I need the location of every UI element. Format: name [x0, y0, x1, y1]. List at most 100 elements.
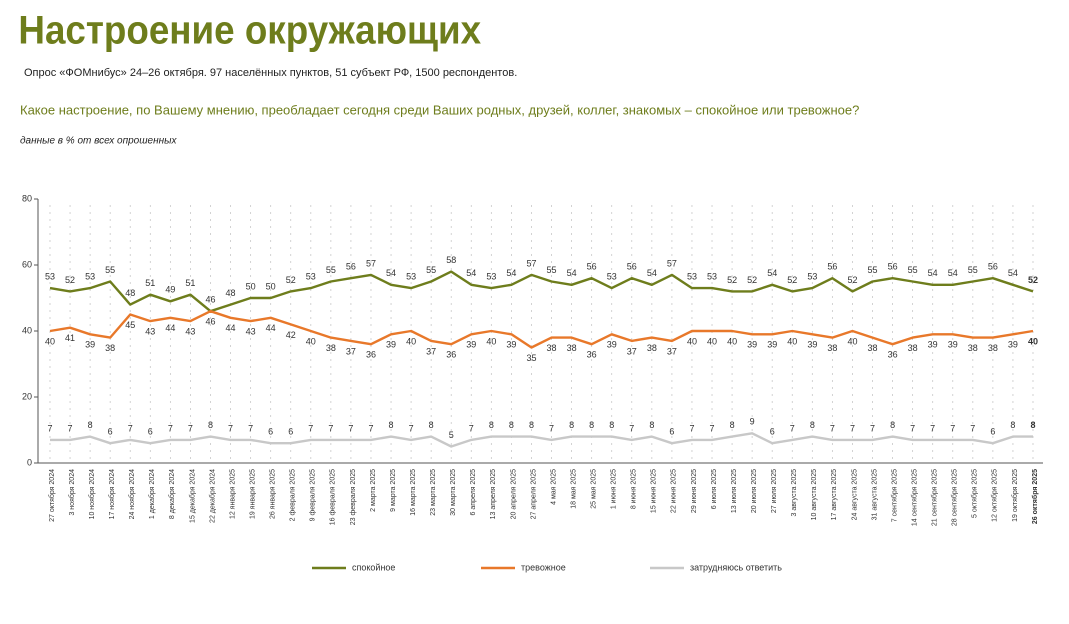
data-label: 7 — [348, 423, 353, 433]
data-label: 48 — [226, 288, 236, 298]
data-label: 36 — [366, 350, 376, 360]
x-tick-label: 7 сентября 2025 — [890, 469, 898, 522]
data-label: 38 — [908, 343, 918, 353]
data-label: 40 — [847, 336, 857, 346]
data-label: 8 — [208, 420, 213, 430]
x-tick-label: 20 апреля 2025 — [510, 469, 517, 519]
data-label: 53 — [807, 271, 817, 281]
data-label: 41 — [65, 333, 75, 343]
data-label: 39 — [807, 340, 817, 350]
data-label: 39 — [506, 340, 516, 350]
data-label: 38 — [988, 343, 998, 353]
data-label: 38 — [968, 343, 978, 353]
data-label: 57 — [366, 258, 376, 268]
data-label: 8 — [890, 420, 895, 430]
x-tick-label: 28 сентября 2025 — [951, 469, 959, 526]
data-label: 40 — [687, 336, 697, 346]
data-label: 39 — [607, 340, 617, 350]
data-label: 56 — [346, 262, 356, 272]
x-tick-label: 8 июня 2025 — [631, 469, 638, 509]
data-label: 8 — [649, 420, 654, 430]
data-label: 56 — [587, 262, 597, 272]
data-label: 40 — [707, 336, 717, 346]
y-tick-label: 40 — [22, 325, 32, 335]
x-tick-label: 2 марта 2025 — [370, 469, 377, 512]
x-tick-label: 3 августа 2025 — [791, 469, 798, 517]
x-tick-label: 15 декабря 2024 — [188, 469, 196, 523]
data-label: 7 — [409, 423, 414, 433]
x-tick-label: 12 января 2025 — [229, 469, 236, 519]
data-label: 52 — [787, 275, 797, 285]
data-label: 55 — [426, 265, 436, 275]
data-label: 53 — [707, 271, 717, 281]
x-tick-label: 13 апреля 2025 — [490, 469, 497, 519]
data-label: 52 — [65, 275, 75, 285]
series-line — [50, 432, 1033, 448]
data-label: 8 — [569, 420, 574, 430]
data-label: 38 — [547, 343, 557, 353]
data-label: 54 — [506, 268, 516, 278]
x-tick-label: 16 февраля 2025 — [330, 469, 337, 525]
x-tick-label: 10 ноября 2024 — [88, 469, 96, 520]
x-tick-label: 16 марта 2025 — [410, 469, 417, 516]
data-label: 7 — [549, 423, 554, 433]
data-label: 38 — [567, 343, 577, 353]
x-tick-label: 24 ноября 2024 — [128, 469, 136, 520]
data-label: 44 — [266, 323, 276, 333]
data-label: 38 — [326, 343, 336, 353]
data-label: 54 — [1008, 268, 1018, 278]
data-label: 7 — [328, 423, 333, 433]
data-label: 37 — [346, 346, 356, 356]
x-tick-label: 13 июля 2025 — [731, 469, 738, 513]
data-label: 7 — [68, 423, 73, 433]
data-label: 40 — [787, 336, 797, 346]
data-label: 56 — [827, 262, 837, 272]
data-label: 52 — [286, 275, 296, 285]
data-label: 36 — [587, 350, 597, 360]
data-label: 6 — [148, 427, 153, 437]
data-label: 55 — [326, 265, 336, 275]
x-tick-label: 9 марта 2025 — [390, 469, 397, 512]
data-label: 57 — [526, 258, 536, 268]
data-label: 7 — [970, 423, 975, 433]
data-label: 38 — [827, 343, 837, 353]
y-tick-label: 20 — [22, 391, 32, 401]
data-label: 57 — [667, 258, 677, 268]
data-label: 43 — [246, 326, 256, 336]
data-label: 36 — [446, 350, 456, 360]
data-label: 7 — [47, 423, 52, 433]
data-label: 53 — [85, 271, 95, 281]
data-label: 7 — [930, 423, 935, 433]
data-label: 52 — [847, 275, 857, 285]
x-tick-label: 14 сентября 2025 — [910, 469, 918, 526]
data-label: 8 — [489, 420, 494, 430]
data-label: 37 — [426, 346, 436, 356]
data-label: 8 — [509, 420, 514, 430]
data-label: 8 — [609, 420, 614, 430]
data-label: 53 — [607, 271, 617, 281]
data-label: 42 — [286, 330, 296, 340]
data-label: 8 — [429, 420, 434, 430]
data-label: 7 — [368, 423, 373, 433]
data-label: 40 — [45, 336, 55, 346]
x-tick-label: 1 декабря 2024 — [148, 469, 156, 519]
data-label: 39 — [948, 340, 958, 350]
x-tick-label: 27 апреля 2025 — [530, 469, 537, 519]
data-label: 53 — [45, 271, 55, 281]
data-label: 39 — [466, 340, 476, 350]
x-tick-label: 3 ноября 2024 — [68, 469, 76, 516]
x-tick-label: 31 августа 2025 — [871, 469, 878, 520]
data-label: 40 — [486, 336, 496, 346]
x-tick-label: 1 июня 2025 — [611, 469, 618, 509]
data-label: 53 — [486, 271, 496, 281]
data-label: 44 — [226, 323, 236, 333]
x-tick-label: 2 февраля 2025 — [290, 469, 297, 521]
data-label: 39 — [85, 340, 95, 350]
x-tick-label: 19 октября 2025 — [1011, 469, 1019, 522]
y-tick-label: 0 — [27, 457, 32, 467]
data-label: 8 — [810, 420, 815, 430]
x-tick-label: 23 февраля 2025 — [350, 469, 357, 525]
series-line — [49, 310, 1034, 349]
data-label: 52 — [1028, 275, 1038, 285]
